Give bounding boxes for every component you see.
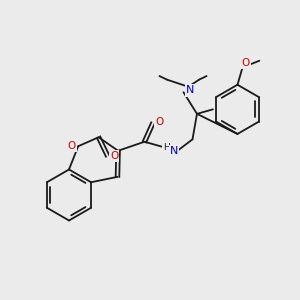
Text: O: O <box>110 151 118 161</box>
Text: O: O <box>68 141 76 151</box>
Text: O: O <box>242 58 250 68</box>
Text: H: H <box>163 143 170 152</box>
Text: N: N <box>170 146 178 156</box>
Text: N: N <box>186 85 194 95</box>
Text: O: O <box>155 117 164 127</box>
